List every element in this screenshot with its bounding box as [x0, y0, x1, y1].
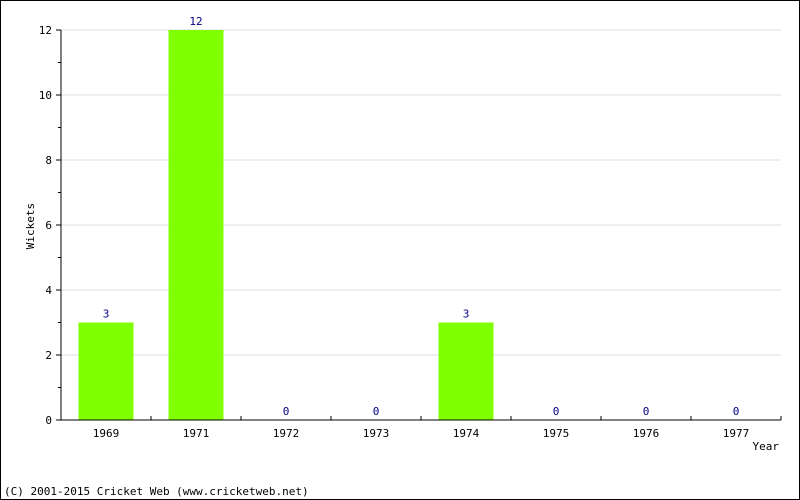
x-tick-label: 1973 — [363, 427, 390, 440]
data-labels: 3 12 0 0 3 0 0 0 — [103, 15, 740, 418]
copyright-text: (C) 2001-2015 Cricket Web (www.cricketwe… — [4, 485, 309, 498]
x-tick-label: 1972 — [273, 427, 300, 440]
y-tick-label: 12 — [39, 24, 52, 37]
x-tick-label: 1975 — [543, 427, 570, 440]
data-label: 0 — [733, 405, 740, 418]
data-label: 3 — [463, 308, 470, 321]
y-tick-labels: 0 2 4 6 8 10 12 — [39, 24, 53, 427]
x-tick-labels: 1969 1971 1972 1973 1974 1975 1976 1977 — [93, 427, 750, 440]
x-tick-label: 1974 — [453, 427, 480, 440]
bar — [168, 30, 224, 420]
x-axis-label: Year — [753, 440, 780, 453]
bar — [78, 322, 134, 420]
data-label: 0 — [553, 405, 560, 418]
y-axis-label: Wickets — [24, 203, 37, 249]
y-tick-label: 0 — [45, 414, 52, 427]
y-tick-label: 4 — [45, 284, 52, 297]
data-label: 3 — [103, 308, 110, 321]
y-tick-label: 2 — [45, 349, 52, 362]
data-label: 12 — [189, 15, 202, 28]
data-label: 0 — [643, 405, 650, 418]
x-tick-label: 1969 — [93, 427, 120, 440]
axes — [56, 29, 782, 421]
x-tick-label: 1976 — [633, 427, 660, 440]
y-tick-label: 10 — [39, 89, 52, 102]
y-tick-label: 6 — [45, 219, 52, 232]
data-label: 0 — [283, 405, 290, 418]
data-label: 0 — [373, 405, 380, 418]
x-tick-label: 1971 — [183, 427, 210, 440]
y-tick-label: 8 — [45, 154, 52, 167]
bars — [78, 30, 494, 420]
x-tick-label: 1977 — [723, 427, 750, 440]
bar — [438, 322, 494, 420]
